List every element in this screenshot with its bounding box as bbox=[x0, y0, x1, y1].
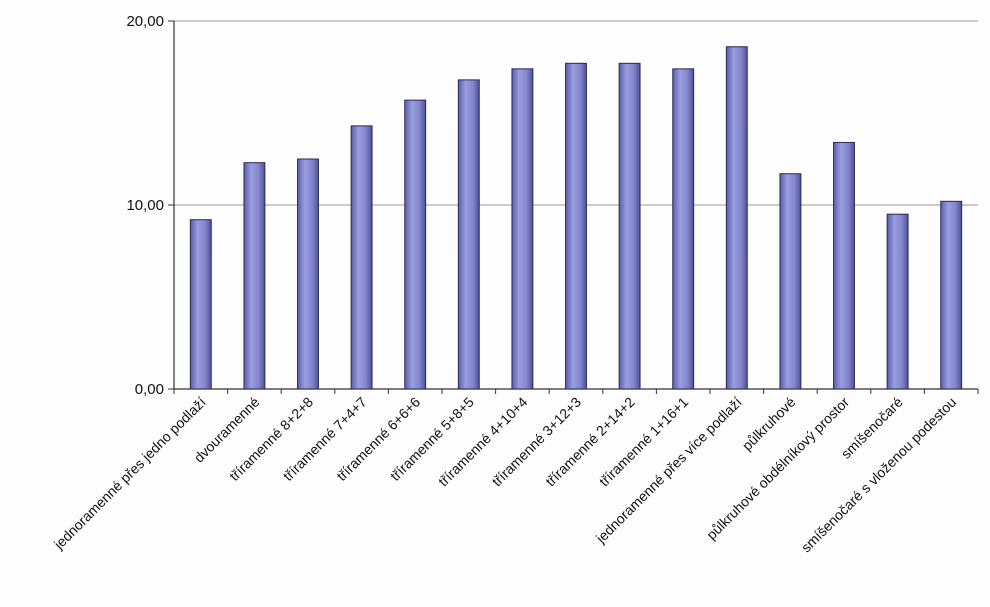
bar bbox=[297, 158, 319, 390]
bar bbox=[886, 213, 909, 390]
x-category-label: tříramenné 3+12+3 bbox=[489, 394, 585, 490]
x-category-label: jednoramenné přes jedno podlaží bbox=[50, 394, 209, 553]
y-tick-labels: 0,00 10,00 20,00 bbox=[126, 13, 164, 398]
bar bbox=[511, 68, 534, 390]
bar bbox=[725, 46, 748, 390]
bar bbox=[243, 162, 266, 390]
y-tick-label: 0,00 bbox=[135, 381, 164, 398]
y-tick-label: 10,00 bbox=[126, 197, 164, 214]
x-category-labels: jednoramenné přes jedno podlažídvouramen… bbox=[50, 394, 959, 556]
bar bbox=[672, 68, 695, 390]
bars bbox=[189, 46, 963, 390]
bar bbox=[457, 79, 480, 390]
bar bbox=[404, 99, 427, 390]
bar bbox=[565, 62, 587, 390]
bar bbox=[779, 173, 802, 390]
bar bbox=[833, 141, 855, 390]
x-category-label: tříramenné 4+10+4 bbox=[435, 394, 531, 490]
bar bbox=[618, 62, 641, 390]
bar bbox=[350, 125, 373, 390]
y-tick-label: 20,00 bbox=[126, 13, 164, 30]
bar bbox=[940, 200, 963, 390]
bar bbox=[189, 219, 212, 390]
x-category-label: tříramenné 1+16+1 bbox=[596, 394, 692, 490]
x-category-label: tříramenné 2+14+2 bbox=[542, 394, 638, 490]
